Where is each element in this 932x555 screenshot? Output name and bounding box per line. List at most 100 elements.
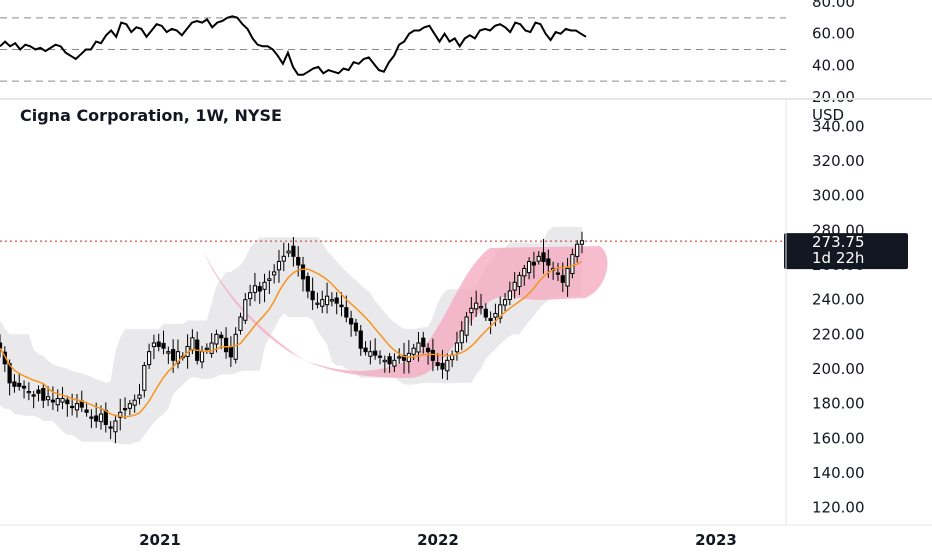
candle <box>175 339 181 369</box>
candle-body <box>113 420 118 433</box>
candle-body <box>300 264 306 280</box>
candle <box>339 292 344 317</box>
candle <box>522 264 527 286</box>
candle <box>209 333 214 358</box>
rsi-tick-label: 40.00 <box>812 56 855 74</box>
candle <box>324 282 330 314</box>
candle-body <box>329 299 334 302</box>
candle-body <box>281 255 286 262</box>
rsi-levels <box>0 17 786 82</box>
candle-body <box>94 415 99 422</box>
price-tick-label: 160.00 <box>812 429 865 447</box>
candle-body <box>373 350 378 356</box>
candle <box>204 343 209 354</box>
candle <box>315 292 320 309</box>
candle-body <box>474 302 479 310</box>
candle-body <box>377 355 383 358</box>
candle <box>483 303 488 321</box>
time-tick-label: 2022 <box>417 531 459 549</box>
candle-body <box>502 299 508 306</box>
candle-body <box>498 304 503 319</box>
candle-body <box>305 276 310 292</box>
price-pane: 340.00320.00300.00280.00260.00240.00220.… <box>0 106 908 549</box>
candle-body <box>469 307 474 314</box>
candle-body <box>127 403 132 409</box>
candle-body <box>147 351 152 366</box>
candle-body <box>286 250 291 254</box>
candle <box>0 334 3 358</box>
candle <box>507 281 512 306</box>
candle <box>440 349 445 379</box>
price-tick-label: 240.00 <box>812 291 865 309</box>
candle-body <box>536 255 541 262</box>
candle <box>353 318 359 337</box>
candle <box>349 310 354 337</box>
last-price-badge: 273.75 1d 22h <box>784 233 908 270</box>
candle-body <box>36 389 41 394</box>
candle-body <box>493 313 498 318</box>
candle-body <box>425 347 431 353</box>
time-tick-label: 2023 <box>695 531 737 549</box>
candle <box>21 380 27 399</box>
candle-body <box>397 356 402 359</box>
candle <box>469 297 474 326</box>
candle <box>373 338 378 360</box>
candle-body <box>363 347 368 353</box>
candle-body <box>223 337 229 353</box>
candle <box>31 390 36 409</box>
candle <box>108 420 113 440</box>
candle-body <box>358 330 363 349</box>
candle-body <box>430 349 435 361</box>
candle-body <box>132 399 137 406</box>
candle <box>12 374 17 393</box>
candle-body <box>483 308 488 318</box>
candle-body <box>60 397 65 403</box>
candle-body <box>243 299 248 321</box>
candle <box>300 256 306 292</box>
candle <box>502 292 508 312</box>
candle <box>329 292 334 307</box>
candle-body <box>531 261 537 266</box>
candle-body <box>320 299 325 307</box>
candle-body <box>89 416 94 419</box>
candle <box>377 350 383 365</box>
candle <box>248 284 253 307</box>
candle-body <box>526 261 532 274</box>
candle-body <box>392 359 397 367</box>
candle <box>392 353 397 372</box>
candle-body <box>440 362 445 370</box>
candle-body <box>276 261 282 271</box>
candle <box>286 243 291 258</box>
candle <box>416 332 421 362</box>
candle-body <box>464 316 469 336</box>
candle-body <box>478 306 484 309</box>
candle-body <box>512 281 517 291</box>
candle-body <box>252 285 258 293</box>
candle <box>267 270 272 295</box>
price-axis-unit: USD <box>812 106 844 124</box>
candle-body <box>315 302 320 305</box>
candle-body <box>166 351 171 354</box>
candle-body <box>142 365 147 391</box>
candle-body <box>546 258 551 266</box>
rsi-tick-label: 80.00 <box>812 0 855 11</box>
candle <box>488 311 493 335</box>
candle-body <box>267 278 272 281</box>
last-price-value: 273.75 <box>812 233 865 251</box>
candle <box>368 340 373 365</box>
candle-body <box>118 411 123 418</box>
candle <box>579 231 585 254</box>
candle-body <box>175 351 181 364</box>
candle-body <box>108 426 113 429</box>
candle-body <box>565 267 570 287</box>
candle-body <box>248 292 253 300</box>
candle <box>401 342 407 374</box>
candle-body <box>445 359 450 372</box>
candle <box>536 251 541 265</box>
candle-body <box>459 330 464 344</box>
time-axis: 2021 2022 2023 <box>139 531 737 549</box>
candle-body <box>204 347 209 350</box>
candle-body <box>541 252 546 263</box>
candle <box>541 238 546 274</box>
price-tick-label: 320.00 <box>812 152 865 170</box>
